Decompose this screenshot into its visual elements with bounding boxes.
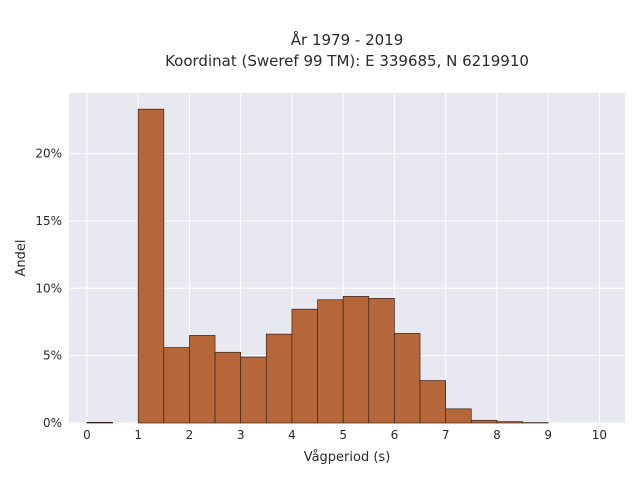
chart-title-line-2: Koordinat (Sweref 99 TM): E 339685, N 62…	[165, 52, 529, 70]
x-tick-label: 0	[83, 428, 91, 442]
y-axis-label: Andel	[14, 240, 29, 277]
y-tick-label: 20%	[35, 147, 62, 161]
x-tick-label: 2	[186, 428, 194, 442]
histogram-bar	[420, 381, 446, 423]
histogram-bar	[369, 298, 395, 423]
histogram-bar	[394, 333, 420, 423]
histogram-bar	[471, 420, 497, 423]
chart-title-line-1: År 1979 - 2019	[291, 30, 404, 49]
y-tick-label: 0%	[43, 416, 62, 430]
histogram-bar	[446, 409, 472, 423]
x-tick-label: 8	[493, 428, 501, 442]
histogram-bar	[318, 300, 344, 423]
x-tick-label: 7	[442, 428, 450, 442]
histogram-bar	[215, 352, 241, 423]
histogram-bar	[292, 309, 318, 423]
histogram-bar	[138, 109, 164, 423]
histogram-bar	[164, 348, 190, 423]
histogram-bar	[343, 296, 369, 423]
histogram-bar	[189, 335, 215, 423]
histogram-bar	[87, 422, 113, 423]
histogram-bar	[241, 357, 267, 423]
x-axis-label: Vågperiod (s)	[304, 450, 391, 465]
y-tick-label: 10%	[35, 281, 62, 295]
y-tick-labels: 0% 5% 10% 15% 20%	[35, 147, 62, 430]
x-tick-label: 4	[288, 428, 296, 442]
x-tick-label: 5	[339, 428, 347, 442]
x-tick-label: 10	[592, 428, 607, 442]
x-tick-labels: 0 1 2 3 4 5 6 7 8 9 10	[83, 428, 607, 442]
y-tick-label: 15%	[35, 214, 62, 228]
x-tick-label: 1	[134, 428, 142, 442]
histogram-bar	[266, 334, 292, 423]
x-tick-label: 9	[544, 428, 552, 442]
x-tick-label: 6	[391, 428, 399, 442]
y-tick-label: 5%	[43, 349, 62, 363]
histogram-bar	[497, 422, 523, 423]
x-tick-label: 3	[237, 428, 245, 442]
